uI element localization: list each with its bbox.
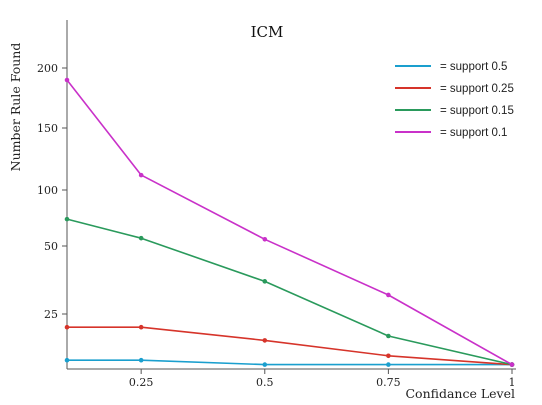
x-tick-label: 0.75 [376,376,401,389]
legend-label: = support 0.15 [440,105,514,117]
y-tick-label: 150 [37,122,58,135]
data-point [64,357,70,363]
data-point [386,292,391,298]
y-axis-title: Number Rule Found [8,43,23,172]
data-point [64,324,70,330]
y-ticks: 25 50 100 150 200 [37,62,67,321]
series-line [66,79,513,366]
x-tick-label: 0.5 [256,376,274,389]
legend-label: = support 0.25 [440,83,514,95]
data-point [138,324,144,330]
y-tick-label: 25 [44,308,58,321]
chart-title: ICM [251,23,284,41]
y-tick-label: 50 [44,240,58,253]
data-point [386,333,391,339]
legend-label: = support 0.5 [440,61,507,73]
legend-label: = support 0.1 [440,127,507,139]
data-point [64,216,70,222]
series-line [67,359,512,366]
x-tick-label: 0.25 [129,376,154,389]
x-tick-label: 1 [509,376,516,389]
x-ticks: 0.25 0.5 0.75 1 [129,369,516,389]
data-point [262,236,268,242]
data-point [262,279,268,284]
data-point [138,357,144,363]
data-point [509,362,515,367]
data-point [262,338,268,343]
data-point [64,77,70,83]
data-point [138,172,144,178]
data-point [386,362,391,367]
y-tick-label: 200 [37,62,58,75]
y-tick-label: 100 [37,184,58,197]
data-point [262,362,268,367]
data-point [386,353,391,359]
series-line [67,326,513,366]
x-axis-title: Confidance Level [405,386,515,401]
series-group [64,77,515,367]
data-point [138,235,144,241]
legend: = support 0.5 = support 0.25 = support 0.1… [395,61,514,139]
